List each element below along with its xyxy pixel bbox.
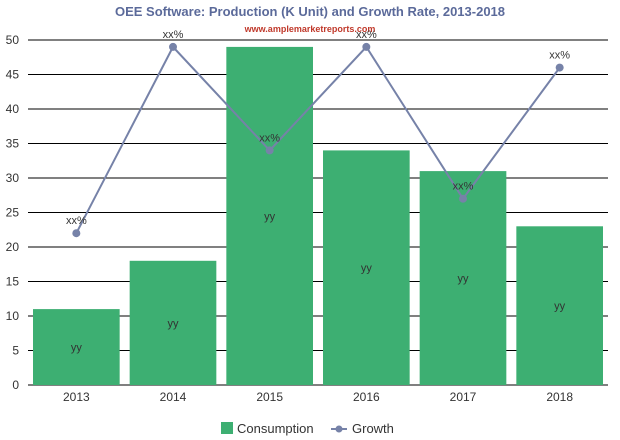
bar-data-label: yy — [168, 318, 180, 330]
line-data-label: xx% — [356, 29, 377, 41]
bar-data-label: yy — [71, 342, 83, 354]
legend-label-consumption: Consumption — [237, 421, 314, 436]
legend-marker-growth — [335, 425, 343, 433]
bar-data-label: yy — [554, 301, 566, 313]
y-tick-label: 20 — [6, 240, 20, 254]
bar-2017 — [419, 171, 507, 385]
bar-2013 — [33, 309, 120, 385]
x-tick-label: 2014 — [160, 390, 187, 404]
y-tick-label: 25 — [6, 206, 20, 220]
chart-subtitle: www.amplemarketreports.com — [244, 24, 376, 34]
line-data-label: xx% — [259, 132, 280, 144]
bar-2016 — [323, 150, 410, 385]
line-data-label: xx% — [549, 50, 570, 62]
y-tick-label: 10 — [6, 309, 20, 323]
y-tick-label: 40 — [6, 102, 20, 116]
legend-swatch-consumption — [221, 422, 233, 434]
y-axis-ticks: 0 5 10 15 20 25 30 35 40 45 50 — [6, 33, 20, 392]
y-tick-label: 0 — [12, 378, 19, 392]
growth-point-2017 — [459, 194, 467, 203]
x-tick-label: 2016 — [353, 390, 380, 404]
data-labels: yy yy yy yy yy yy xx% xx% xx% xx% xx% xx% — [66, 29, 570, 354]
line-data-label: xx% — [66, 215, 87, 227]
growth-point-2015 — [265, 146, 274, 155]
x-tick-label: 2015 — [256, 390, 283, 404]
bar-data-label: yy — [361, 263, 373, 275]
y-tick-label: 15 — [6, 275, 20, 289]
bar-series-consumption — [33, 46, 603, 386]
y-tick-label: 45 — [6, 68, 20, 82]
bar-data-label: yy — [458, 273, 470, 285]
x-tick-label: 2017 — [450, 390, 477, 404]
line-series-growth — [72, 42, 564, 238]
bar-2018 — [516, 226, 603, 385]
y-tick-label: 30 — [6, 171, 20, 185]
x-axis-ticks: 2013 2014 2015 2016 2017 2018 — [63, 390, 573, 404]
growth-line — [75, 45, 561, 234]
y-tick-label: 50 — [6, 33, 20, 47]
y-tick-label: 5 — [12, 344, 19, 358]
x-tick-label: 2018 — [546, 390, 573, 404]
gridlines — [28, 39, 608, 386]
bar-2015 — [226, 46, 313, 386]
x-tick-label: 2013 — [63, 390, 90, 404]
growth-point-2013 — [72, 229, 81, 238]
legend: Consumption Growth — [221, 421, 394, 436]
growth-point-2016 — [362, 42, 371, 51]
bar-2014 — [129, 260, 217, 385]
legend-label-growth: Growth — [352, 421, 394, 436]
line-data-label: xx% — [453, 181, 474, 193]
line-data-label: xx% — [163, 29, 184, 41]
bar-data-label: yy — [264, 211, 276, 223]
growth-point-2014 — [169, 42, 177, 51]
growth-point-2018 — [555, 63, 564, 72]
y-tick-label: 35 — [6, 137, 20, 151]
chart-title: OEE Software: Production (K Unit) and Gr… — [115, 4, 505, 19]
